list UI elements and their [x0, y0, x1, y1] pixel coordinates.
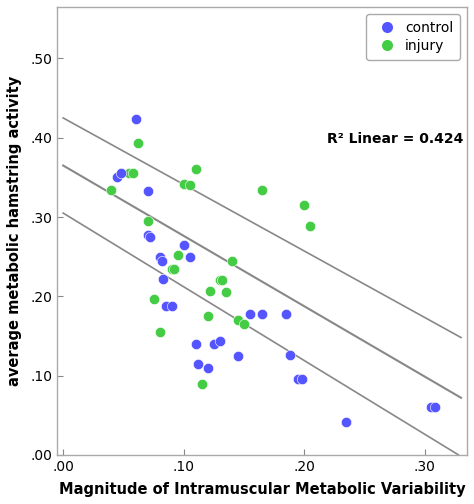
Point [207, 287, 214, 295]
Point [283, 310, 290, 318]
Point [219, 276, 226, 284]
Point [126, 169, 133, 177]
Point [204, 363, 211, 371]
Point [146, 233, 154, 241]
X-axis label: Magnitude of Intramuscular Metabolic Variability: Magnitude of Intramuscular Metabolic Var… [59, 482, 465, 497]
Point [228, 257, 236, 265]
Point [194, 360, 202, 368]
Point [162, 302, 169, 310]
Y-axis label: average metabolic hamstring activity: average metabolic hamstring activity [7, 76, 22, 386]
Point [240, 320, 248, 328]
Point [186, 181, 193, 190]
Point [150, 295, 157, 303]
Point [298, 374, 306, 383]
Point [204, 312, 211, 320]
Point [258, 310, 266, 318]
Point [180, 180, 188, 188]
Point [222, 288, 230, 296]
Point [216, 276, 224, 284]
Point [174, 251, 182, 259]
Point [286, 351, 293, 359]
Point [144, 217, 151, 225]
Point [234, 352, 242, 360]
Point [234, 316, 242, 324]
Point [117, 169, 125, 177]
Point [343, 417, 350, 425]
Point [427, 403, 435, 411]
Point [134, 139, 142, 147]
Point [301, 201, 308, 209]
Point [192, 340, 200, 348]
Point [159, 275, 167, 283]
Text: R² Linear = 0.424: R² Linear = 0.424 [327, 133, 463, 146]
Point [108, 186, 115, 194]
Point [132, 115, 139, 123]
Point [294, 374, 302, 383]
Point [144, 187, 151, 195]
Point [210, 340, 218, 348]
Legend: control, injury: control, injury [366, 14, 460, 60]
Point [156, 253, 164, 261]
Point [258, 186, 266, 194]
Point [144, 231, 151, 239]
Point [307, 222, 314, 230]
Point [198, 380, 206, 388]
Point [192, 165, 200, 173]
Point [246, 310, 254, 318]
Point [170, 265, 178, 273]
Point [168, 302, 175, 310]
Point [180, 241, 188, 249]
Point [168, 265, 175, 273]
Point [156, 328, 164, 336]
Point [186, 253, 193, 261]
Point [216, 338, 224, 346]
Point [114, 173, 121, 181]
Point [129, 169, 137, 177]
Point [431, 403, 438, 411]
Point [158, 257, 166, 265]
